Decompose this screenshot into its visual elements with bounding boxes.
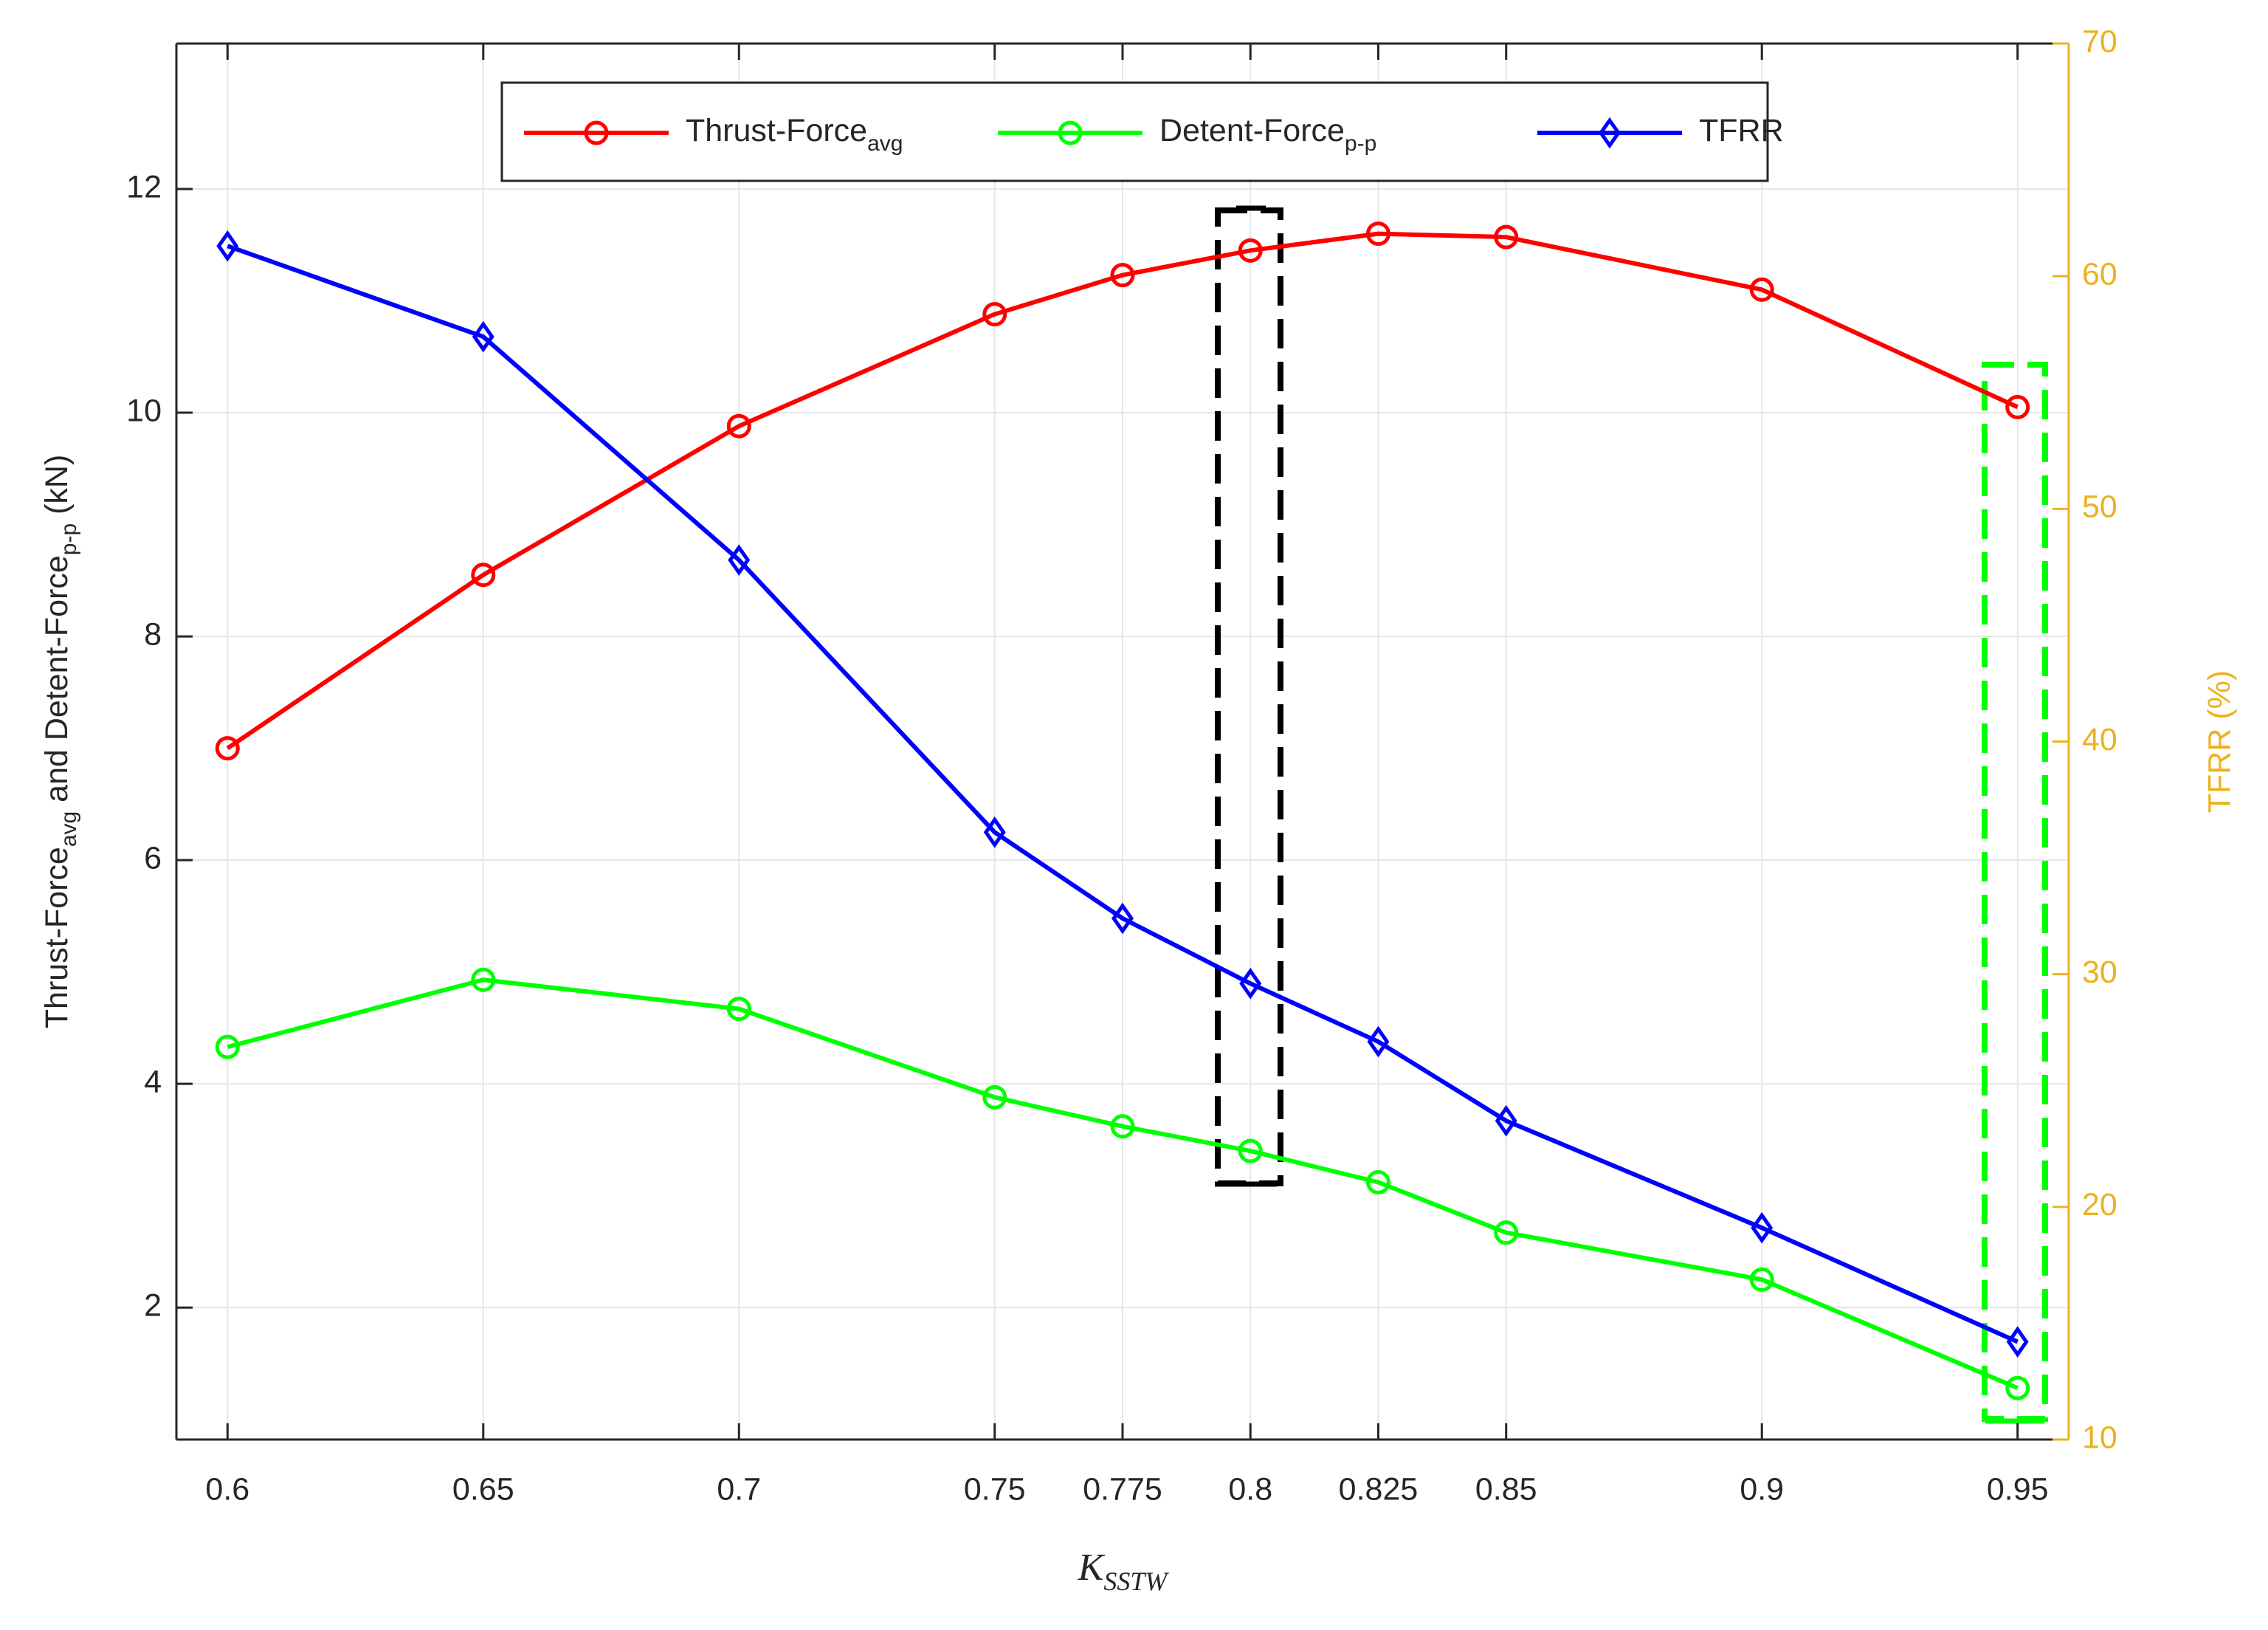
x-tick-label: 0.775 [1083, 1471, 1162, 1507]
y-tick-label: 6 [144, 840, 162, 876]
y2-tick-label: 60 [2082, 257, 2117, 292]
data-point [982, 1084, 1007, 1110]
x-tick-label: 0.75 [964, 1471, 1026, 1507]
x-tick-label: 0.9 [1740, 1471, 1784, 1507]
data-point [472, 320, 494, 353]
legend-name: Detent-Force [1159, 113, 1345, 148]
x-tick-label: 0.65 [452, 1471, 514, 1507]
data-point [1111, 902, 1134, 935]
x-tick-label: 0.6 [205, 1471, 249, 1507]
x-tick-label: 0.95 [1987, 1471, 2049, 1507]
y-tick-label: 4 [144, 1065, 162, 1100]
data-point [1239, 967, 1262, 1000]
legend: Thrust-Forceavg Detent-Forcep-p TFRR [500, 81, 1784, 182]
label-text: Thrust-Force [39, 847, 75, 1028]
y2-tick-label: 40 [2082, 722, 2117, 757]
data-point [983, 816, 1006, 848]
data-point [1495, 1104, 1517, 1137]
y-tick-label: 2 [144, 1288, 162, 1324]
data-point [215, 736, 240, 761]
data-point [584, 120, 609, 145]
data-point [1110, 263, 1135, 288]
x-tick-label: 0.825 [1339, 1471, 1419, 1507]
legend-name: TFRR [1699, 113, 1784, 148]
legend-label: TFRR [1699, 113, 1784, 148]
series-line [226, 231, 2019, 751]
annotations [1215, 205, 2048, 1424]
data-point [1365, 221, 1390, 247]
y2-tick-label: 20 [2082, 1187, 2117, 1222]
y-tick-label: 10 [126, 393, 162, 428]
data-point [726, 997, 751, 1022]
data-point [1110, 1114, 1135, 1139]
legend-subscript: p-p [1345, 131, 1376, 156]
data-point [726, 413, 751, 439]
label-text: (kN) [39, 455, 75, 523]
legend-label: Detent-Forcep-p [1159, 113, 1376, 156]
x-tick-label: 0.7 [717, 1471, 761, 1507]
y-tick-label: 8 [144, 616, 162, 652]
y-tick-label: 12 [126, 169, 162, 204]
data-point [1494, 1220, 1519, 1245]
label-subscript: SSTW [1103, 1567, 1169, 1596]
data-point [1749, 1267, 1774, 1292]
y2-tick-label: 30 [2082, 955, 2117, 990]
data-point [1599, 117, 1621, 149]
data-point [215, 1034, 240, 1059]
data-point [1367, 1025, 1390, 1058]
data-point [1749, 277, 1774, 302]
data-point [1238, 1138, 1263, 1163]
data-point [471, 563, 496, 588]
x-tick-label: 0.85 [1475, 1471, 1537, 1507]
series-line [227, 977, 2019, 1391]
highlight-box [1215, 207, 1283, 1186]
x-tick-label: 0.8 [1228, 1471, 1272, 1507]
data-point [2005, 394, 2030, 419]
x-axis-label: KSSTW [1078, 1547, 1170, 1597]
y2-tick-label: 10 [2082, 1420, 2117, 1455]
data-point [1058, 120, 1083, 145]
data-point [2005, 1375, 2030, 1400]
label-subscript: avg [57, 811, 81, 847]
y2-tick-label: 70 [2082, 24, 2117, 59]
data-point [2006, 1326, 2029, 1358]
legend-label: Thrust-Forceavg [686, 113, 903, 156]
y2-tick-label: 50 [2082, 489, 2117, 525]
data-point [471, 967, 496, 992]
data-point [1365, 1169, 1390, 1194]
y-axis-label: Thrust-Forceavg and Detent-Forcep-p (kN) [39, 455, 81, 1029]
series-line [227, 244, 2019, 1344]
label-text: and Detent-Force [39, 555, 75, 811]
legend-name: Thrust-Force [686, 113, 867, 148]
label-subscript: p-p [57, 523, 81, 555]
legend-subscript: avg [867, 131, 903, 156]
y2-axis-label: TFRR (%) [2202, 670, 2237, 813]
data-point [1494, 224, 1519, 250]
data-point [216, 230, 239, 262]
label-text: K [1078, 1547, 1106, 1589]
data-point [1751, 1211, 1774, 1244]
data-point [728, 544, 751, 577]
data-point [982, 302, 1007, 327]
data-point [1238, 238, 1263, 263]
